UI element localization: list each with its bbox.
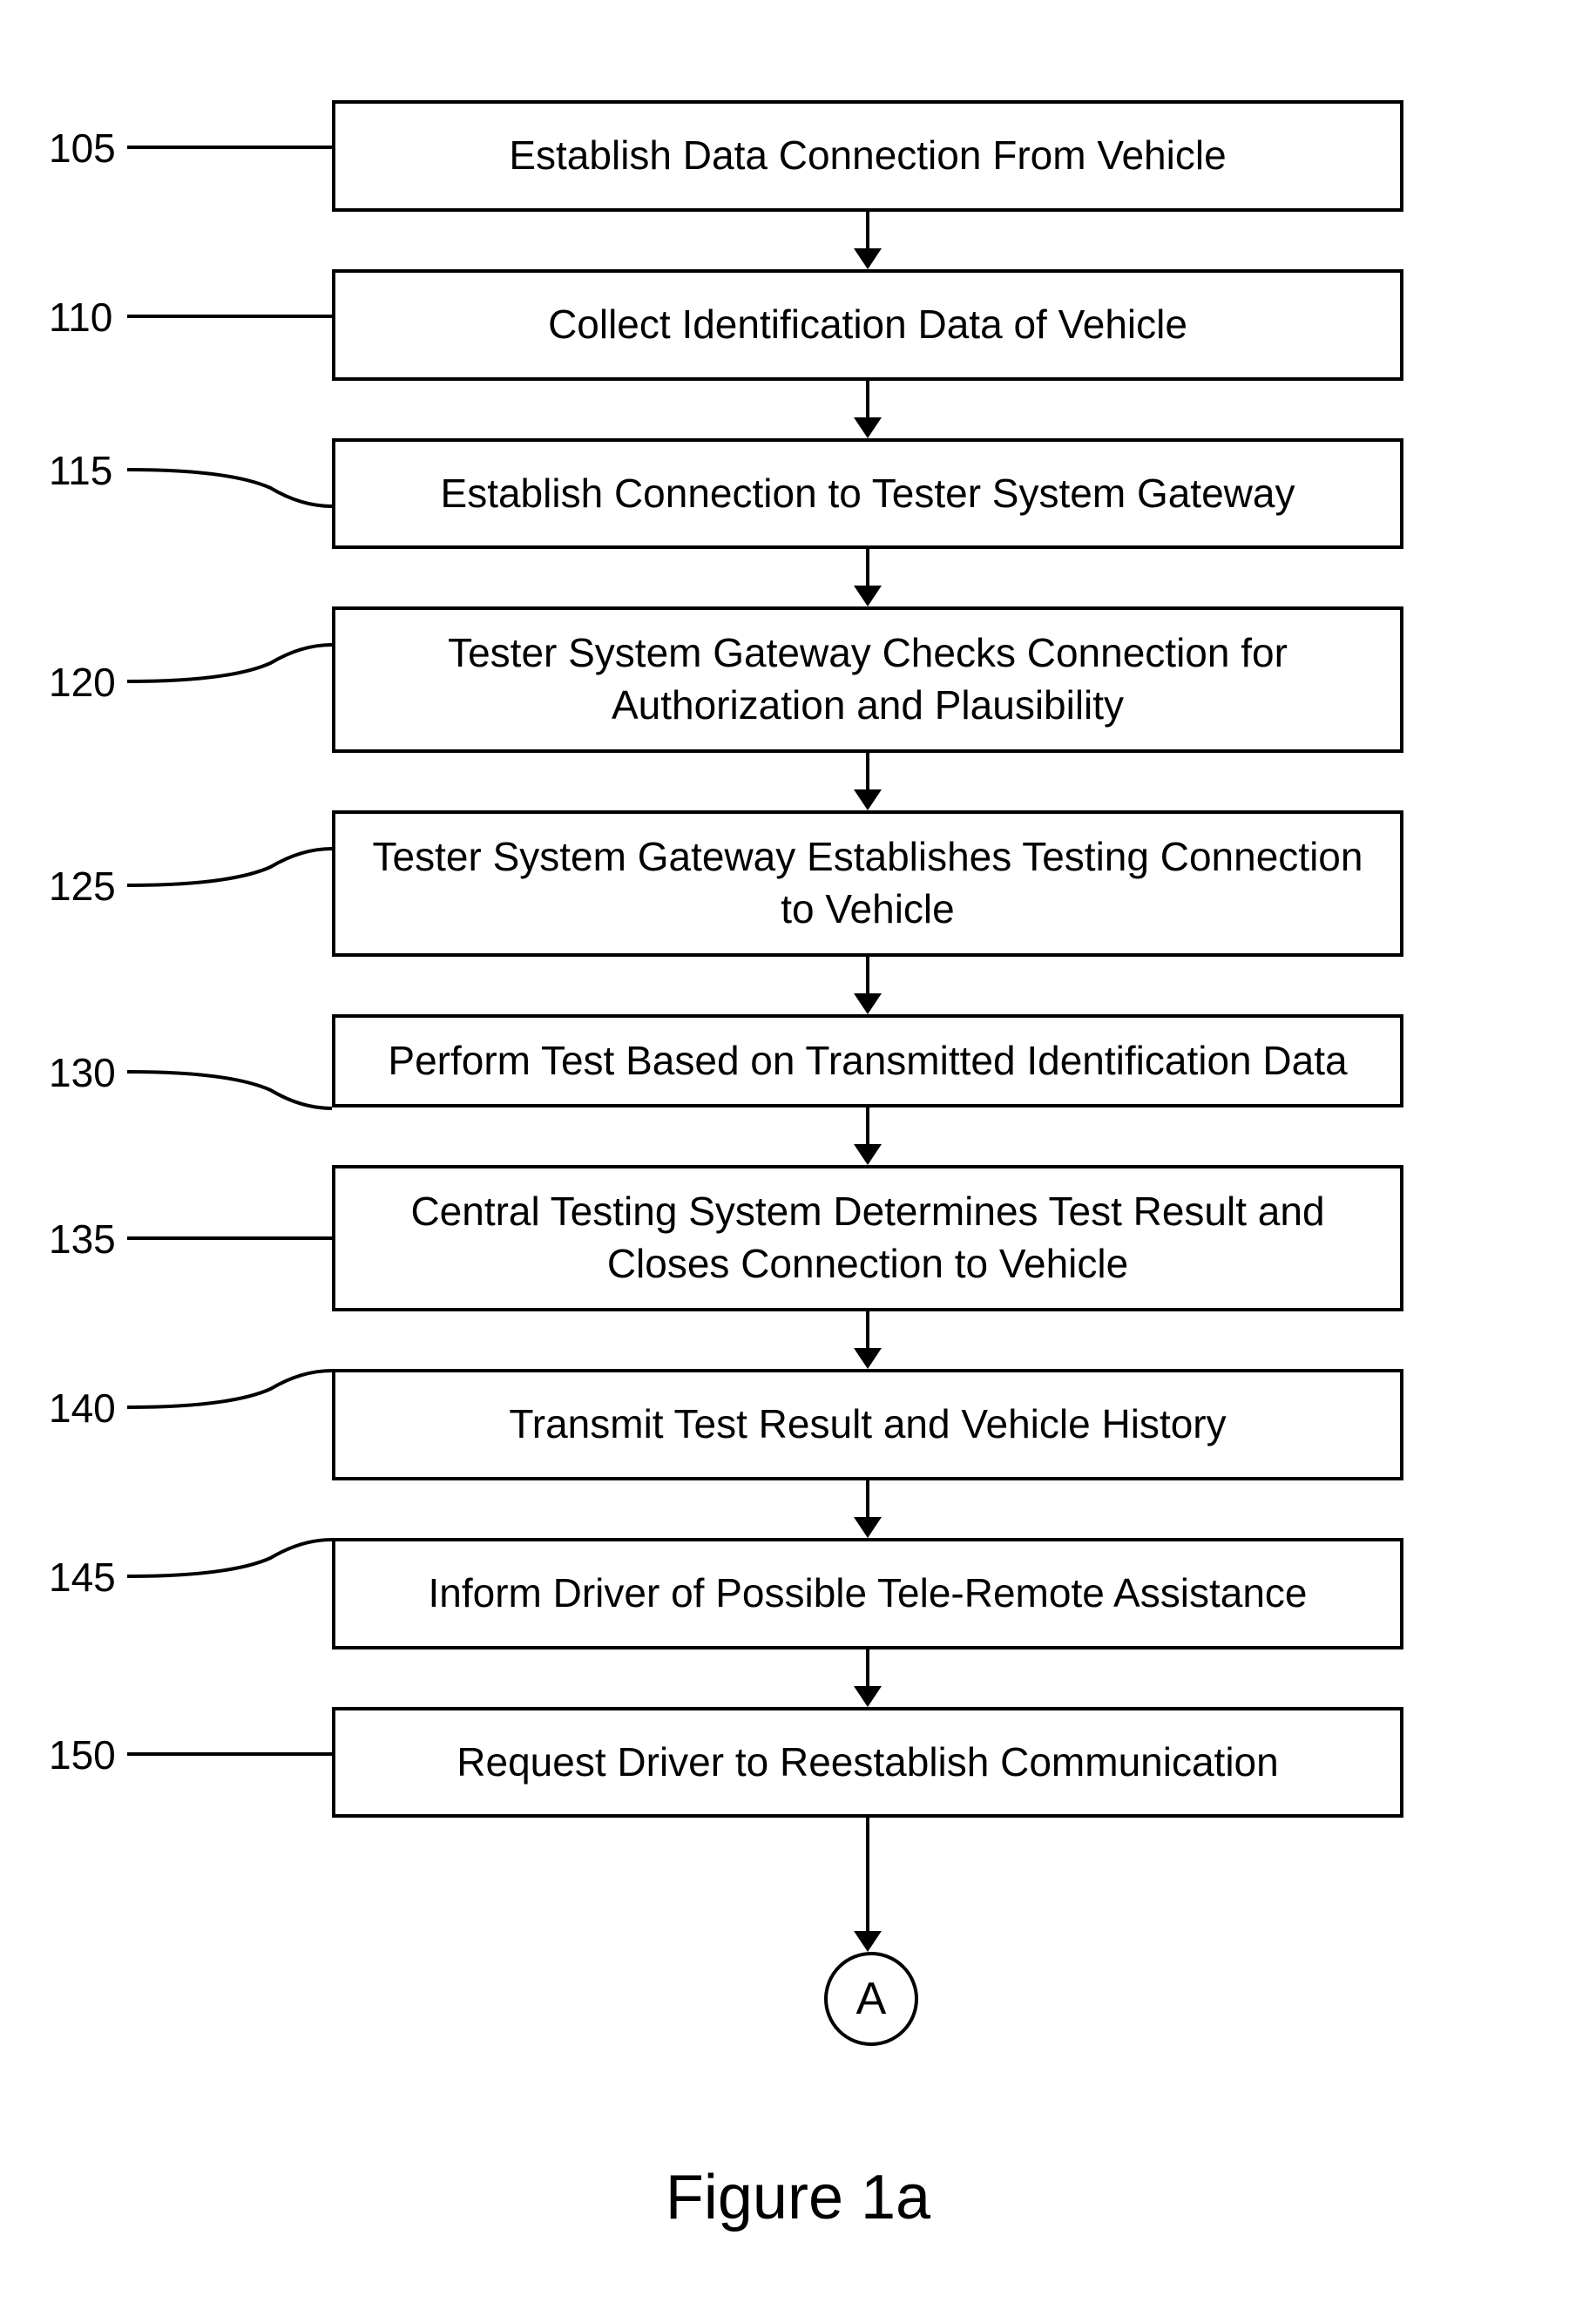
arrow-down (332, 381, 1403, 438)
flowchart-step: 115Establish Connection to Tester System… (188, 438, 1408, 550)
arrow-down (332, 1818, 1403, 1952)
arrow-down (332, 753, 1403, 810)
arrow-line (866, 753, 869, 789)
arrow-line (866, 381, 869, 417)
flowchart-step: 150Request Driver to Reestablish Communi… (188, 1707, 1408, 1819)
step-box: Collect Identification Data of Vehicle (332, 269, 1403, 381)
arrow-line (866, 1818, 869, 1931)
arrow-line (866, 212, 869, 248)
step-box: Request Driver to Reestablish Communicat… (332, 1707, 1403, 1819)
connector-label: A (856, 1973, 887, 2025)
step-label: 130 (49, 1049, 116, 1096)
arrow-down (332, 1107, 1403, 1165)
flowchart-step: 130Perform Test Based on Transmitted Ide… (188, 1014, 1408, 1108)
flowchart-step: 105Establish Data Connection From Vehicl… (188, 100, 1408, 212)
arrow-head-icon (854, 993, 882, 1014)
flowchart-step: 140Transmit Test Result and Vehicle Hist… (188, 1369, 1408, 1480)
flowchart-step: 110Collect Identification Data of Vehicl… (188, 269, 1408, 381)
arrow-head-icon (854, 1931, 882, 1952)
arrow-down (332, 212, 1403, 269)
arrow-head-icon (854, 789, 882, 810)
arrow-down (332, 549, 1403, 606)
step-label: 115 (49, 447, 112, 494)
arrow-down (332, 1480, 1403, 1538)
arrow-line (866, 957, 869, 993)
step-box: Transmit Test Result and Vehicle History (332, 1369, 1403, 1480)
flowchart: 105Establish Data Connection From Vehicl… (188, 100, 1408, 2046)
step-box: Inform Driver of Possible Tele-Remote As… (332, 1538, 1403, 1649)
step-label: 145 (49, 1554, 116, 1601)
step-box: Establish Connection to Tester System Ga… (332, 438, 1403, 550)
step-label: 150 (49, 1731, 116, 1778)
arrow-line (866, 1649, 869, 1686)
flowchart-step: 135Central Testing System Determines Tes… (188, 1165, 1408, 1311)
arrow-head-icon (854, 417, 882, 438)
arrow-down (332, 957, 1403, 1014)
flowchart-step: 120Tester System Gateway Checks Connecti… (188, 606, 1408, 753)
step-box: Perform Test Based on Transmitted Identi… (332, 1014, 1403, 1108)
arrow-head-icon (854, 1686, 882, 1707)
arrow-head-icon (854, 586, 882, 606)
arrow-line (866, 1480, 869, 1517)
step-label: 140 (49, 1385, 116, 1432)
step-box: Establish Data Connection From Vehicle (332, 100, 1403, 212)
arrow-down (332, 1311, 1403, 1369)
figure-caption: Figure 1a (666, 2162, 930, 2233)
arrow-line (866, 1107, 869, 1144)
step-label: 125 (49, 863, 116, 910)
arrow-head-icon (854, 1517, 882, 1538)
flowchart-container: 105 Establish Data Connection From Vehicl… (0, 0, 1596, 2303)
step-box: Tester System Gateway Checks Connection … (332, 606, 1403, 753)
arrow-line (866, 549, 869, 586)
step-label: 105 (49, 125, 116, 172)
step-label: 135 (49, 1216, 116, 1263)
arrow-head-icon (854, 1348, 882, 1369)
step-label: 110 (49, 294, 112, 341)
flowchart-step: 145Inform Driver of Possible Tele-Remote… (188, 1538, 1408, 1649)
arrow-head-icon (854, 248, 882, 269)
arrow-head-icon (854, 1144, 882, 1165)
arrow-line (866, 1311, 869, 1348)
step-box: Central Testing System Determines Test R… (332, 1165, 1403, 1311)
arrow-down (332, 1649, 1403, 1707)
connector-circle: A (824, 1952, 918, 2046)
step-label: 120 (49, 659, 116, 706)
flowchart-step: 125Tester System Gateway Establishes Tes… (188, 810, 1408, 957)
step-box: Tester System Gateway Establishes Testin… (332, 810, 1403, 957)
